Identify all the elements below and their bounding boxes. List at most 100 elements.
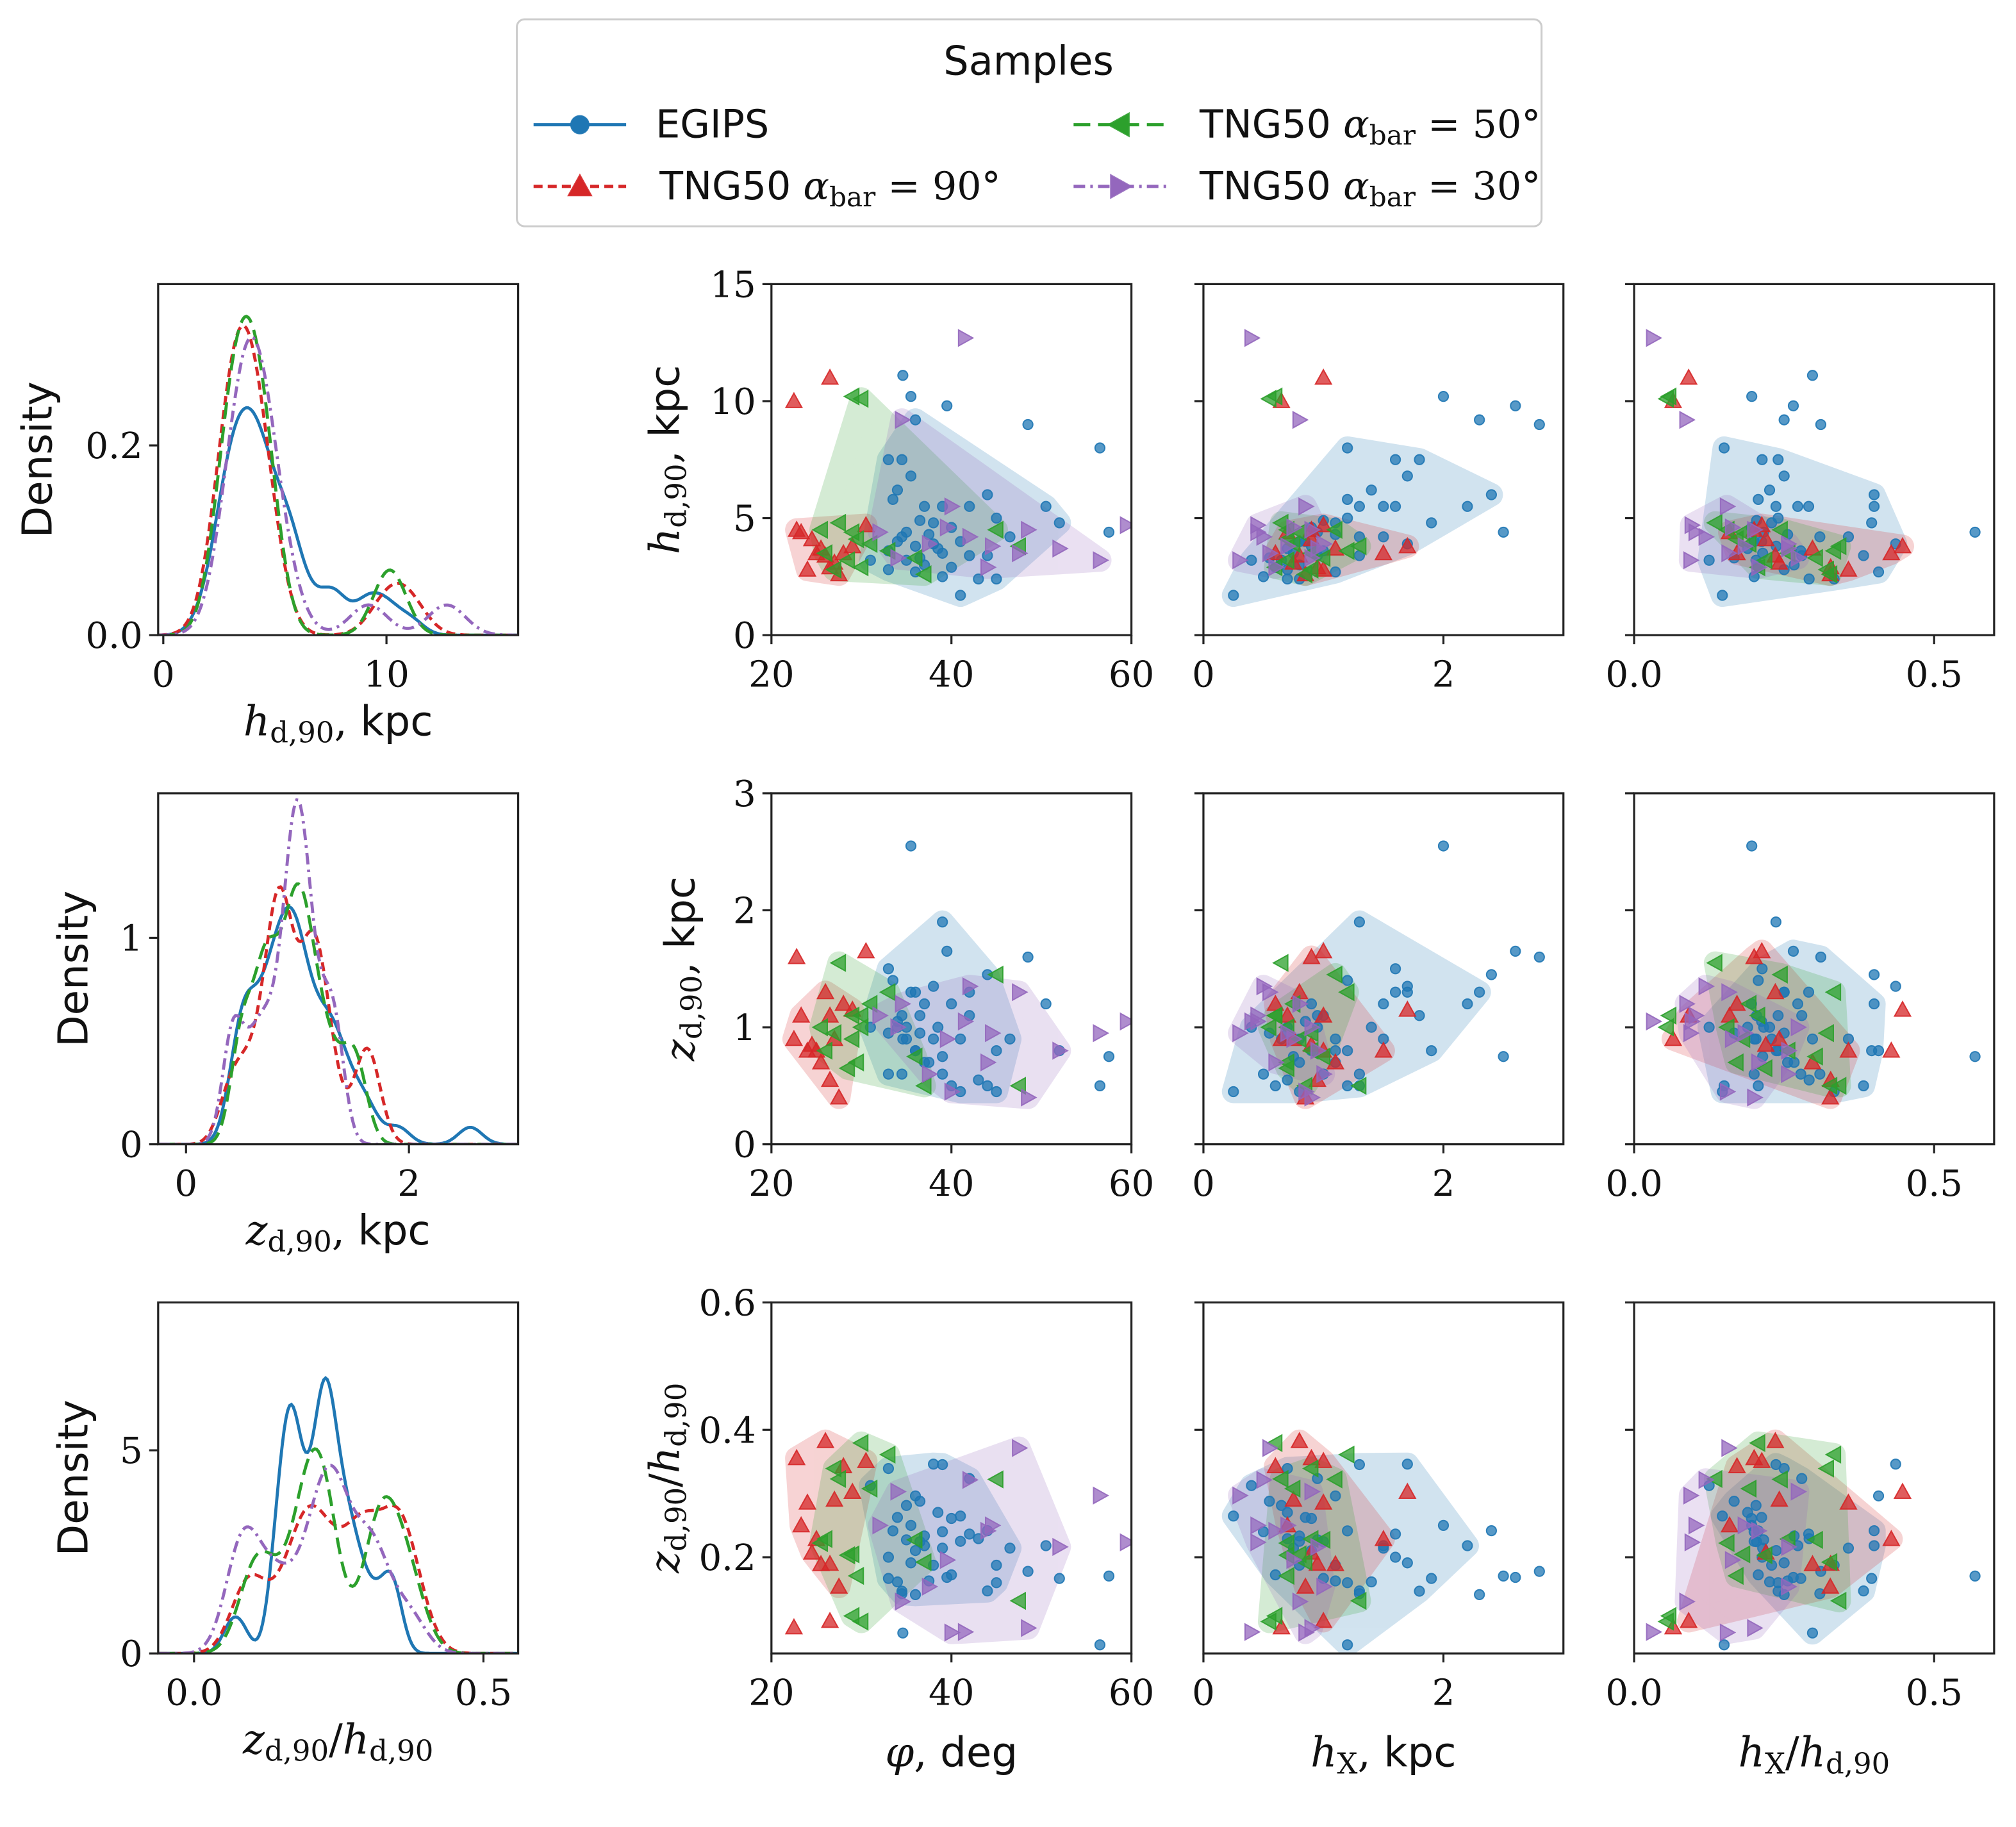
label-segment: , — [334, 698, 360, 746]
y-tick-label: 0 — [733, 615, 756, 657]
label-segment: α — [803, 164, 829, 209]
data-point — [1298, 497, 1315, 516]
data-point — [1719, 497, 1737, 516]
data-point — [1882, 543, 1901, 561]
data-point — [1815, 418, 1827, 431]
data-point — [1756, 1035, 1775, 1052]
data-point — [1021, 1619, 1037, 1637]
data-point — [798, 560, 817, 577]
x-tick-label: 60 — [1109, 654, 1154, 695]
label-segment: Density — [49, 891, 97, 1047]
data-point — [1350, 1591, 1367, 1610]
data-point — [872, 523, 889, 541]
x-tick-label: 0.0 — [1605, 1672, 1662, 1714]
data-point — [1022, 418, 1034, 431]
data-point — [1302, 948, 1321, 964]
data-point — [1753, 941, 1771, 959]
data-point — [1498, 526, 1509, 538]
data-point — [1703, 1021, 1715, 1033]
legend-entry: TNG50 αbar = 50° — [1073, 103, 1541, 151]
data-point — [1748, 1068, 1760, 1080]
data-point — [909, 1589, 921, 1601]
x-tick-label: 20 — [748, 654, 794, 695]
data-point — [811, 1053, 830, 1070]
data-point — [891, 1576, 904, 1588]
data-point — [955, 590, 966, 601]
data-point — [1684, 1533, 1701, 1551]
x-tick-label: 40 — [929, 654, 974, 695]
scatter-x-label: φ, deg — [885, 1729, 1018, 1777]
data-point — [820, 368, 839, 385]
data-point — [1401, 980, 1413, 992]
data-point — [1389, 500, 1401, 512]
data-point — [838, 551, 855, 570]
data-point — [991, 1045, 1002, 1057]
data-point — [915, 1553, 932, 1571]
data-point — [1342, 1045, 1353, 1057]
data-point — [1684, 1012, 1701, 1031]
data-point — [788, 948, 806, 964]
data-point — [1103, 1570, 1115, 1582]
data-point — [928, 980, 939, 992]
data-point — [1821, 1553, 1838, 1571]
data-point — [1278, 1566, 1294, 1585]
data-point — [1858, 550, 1869, 561]
data-point — [1803, 573, 1815, 585]
data-point — [1326, 520, 1343, 539]
data-point — [1012, 1439, 1029, 1457]
label-segment: = 90° — [875, 164, 1000, 209]
data-point — [882, 1573, 895, 1584]
data-point — [918, 500, 930, 512]
kde-curve — [158, 1447, 518, 1654]
data-point — [1719, 1082, 1737, 1101]
data-point — [1893, 1482, 1912, 1499]
scatter-panel-r3-c1: 20 40 600.20.40.6zd,90/hd,90φ, deg — [641, 1282, 1154, 1776]
data-point — [1728, 1496, 1740, 1507]
data-point — [816, 1530, 833, 1548]
data-point — [1770, 500, 1782, 512]
data-point — [1314, 1611, 1333, 1628]
data-point — [1366, 484, 1377, 496]
data-point — [1790, 1482, 1807, 1501]
data-point — [1120, 516, 1132, 534]
legend-title: Samples — [943, 37, 1114, 84]
data-point — [1664, 1029, 1683, 1046]
data-point — [784, 392, 804, 408]
data-point — [1751, 558, 1768, 577]
data-point — [915, 565, 932, 584]
label-segment: TNG50 — [659, 164, 803, 209]
data-point — [1052, 1041, 1069, 1060]
data-point — [1316, 534, 1333, 553]
data-point — [1510, 945, 1521, 957]
data-point — [1781, 1537, 1797, 1557]
label-segment: TNG50 — [1199, 103, 1343, 147]
label-segment: h — [343, 1716, 369, 1764]
data-point — [816, 1432, 835, 1448]
data-point — [1717, 1510, 1728, 1522]
data-point — [921, 534, 939, 553]
data-point — [1866, 1045, 1878, 1057]
data-point — [1389, 454, 1401, 465]
data-point — [1257, 1068, 1269, 1080]
data-point — [944, 1623, 961, 1642]
data-point — [1724, 1551, 1742, 1569]
data-point — [1012, 983, 1029, 1002]
data-point — [1756, 1546, 1772, 1565]
data-point — [1314, 549, 1331, 567]
data-point — [1437, 391, 1450, 402]
data-point — [1698, 977, 1715, 996]
x-tick-label: 2 — [397, 1163, 420, 1205]
x-tick-label: 0.5 — [455, 1672, 512, 1714]
data-point — [1646, 1623, 1663, 1641]
data-point — [1330, 1575, 1341, 1587]
data-point — [946, 561, 957, 573]
y-tick-label: 0 — [120, 1633, 143, 1675]
data-point — [857, 941, 875, 959]
data-point — [1781, 1064, 1797, 1084]
data-point — [847, 1566, 864, 1585]
data-point — [829, 513, 847, 532]
data-point — [1778, 1557, 1790, 1569]
data-point — [879, 983, 896, 1002]
data-point — [1747, 1088, 1764, 1107]
data-point — [1787, 945, 1799, 957]
